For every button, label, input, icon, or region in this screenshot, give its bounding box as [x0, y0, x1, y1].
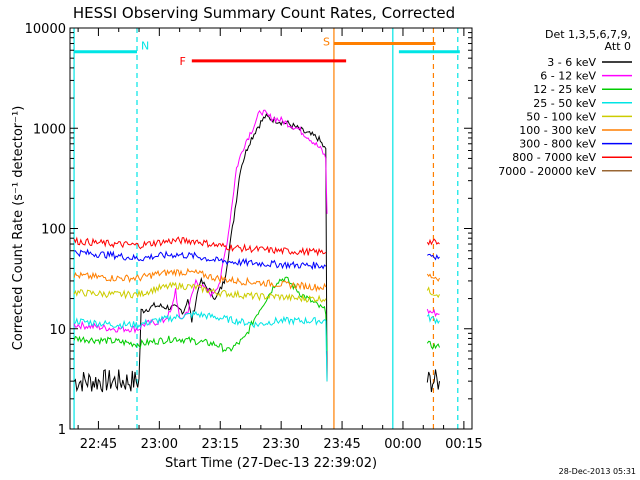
x-tick-label: 23:15 [202, 437, 239, 452]
y-axis-label: Corrected Count Rate (s⁻¹ detector⁻¹) [11, 106, 26, 351]
legend-entry: 300 - 800 keV [519, 138, 632, 151]
x-tick-label: 23:45 [323, 437, 360, 452]
legend-label: 300 - 800 keV [519, 138, 596, 151]
series-line [73, 276, 328, 353]
legend-label: 3 - 6 keV [547, 56, 596, 69]
x-axis: 22:45 23:00 23:15 23:30 23:45 00:00 00:15 [77, 28, 483, 452]
y-tick-label: 10 [49, 323, 66, 338]
series-line [426, 369, 440, 393]
legend-entry: 25 - 50 keV [533, 97, 632, 110]
series-line [426, 273, 440, 282]
x-tick-label: 00:00 [384, 437, 421, 452]
legend-title-line1: Det 1,3,5,6,7,9, [545, 28, 631, 41]
series-line [426, 308, 440, 318]
series-line [426, 340, 440, 350]
series-line [73, 113, 328, 393]
y-tick-label: 1 [58, 423, 66, 438]
flag-label: N [141, 40, 149, 53]
legend-title-line2: Att 0 [605, 40, 631, 53]
legend-entry: 800 - 7000 keV [512, 151, 632, 164]
chart-title: HESSI Observing Summary Count Rates, Cor… [73, 4, 455, 22]
legend-label: 800 - 7000 keV [512, 151, 596, 164]
legend-label: 25 - 50 keV [533, 97, 596, 110]
y-tick-label: 100 [41, 223, 66, 238]
legend-label: 50 - 100 keV [526, 110, 596, 123]
flag-bars: N F S [74, 36, 460, 68]
legend-entry: 12 - 25 keV [533, 83, 632, 96]
x-tick-label: 00:15 [445, 437, 482, 452]
x-tick-label: 22:45 [80, 437, 117, 452]
legend-label: 7000 - 20000 keV [498, 165, 596, 178]
legend-entry: 50 - 100 keV [526, 110, 632, 123]
y-axis: 1 10 100 1000 10000 [25, 22, 472, 438]
plot-area [73, 28, 459, 429]
series-line [427, 253, 440, 261]
legend-label: 100 - 300 keV [519, 124, 596, 137]
series-line [73, 310, 328, 382]
flag-label: F [179, 55, 185, 68]
legend-label: 6 - 12 keV [540, 70, 596, 83]
y-tick-label: 1000 [33, 122, 66, 137]
x-tick-label: 23:00 [141, 437, 178, 452]
series-line [426, 238, 440, 246]
series-line [74, 248, 327, 271]
series-line [426, 286, 440, 299]
plot-frame [69, 27, 473, 430]
series-line [426, 313, 440, 325]
legend-entry: 3 - 6 keV [547, 56, 632, 69]
series-line [73, 236, 327, 257]
series-line [73, 281, 327, 303]
x-axis-label: Start Time (27-Dec-13 22:39:02) [165, 456, 377, 471]
legend-entry: 6 - 12 keV [540, 70, 632, 83]
legend-label: 12 - 25 keV [533, 83, 596, 96]
flag-label: S [323, 36, 330, 49]
x-tick-label: 23:30 [262, 437, 299, 452]
y-tick-label: 10000 [25, 22, 66, 37]
series-line [73, 109, 328, 334]
timestamp: 28-Dec-2013 05:31 [559, 467, 636, 476]
legend-entry: 100 - 300 keV [519, 124, 632, 137]
series-line [73, 267, 327, 293]
legend-entry: 7000 - 20000 keV [498, 165, 632, 178]
